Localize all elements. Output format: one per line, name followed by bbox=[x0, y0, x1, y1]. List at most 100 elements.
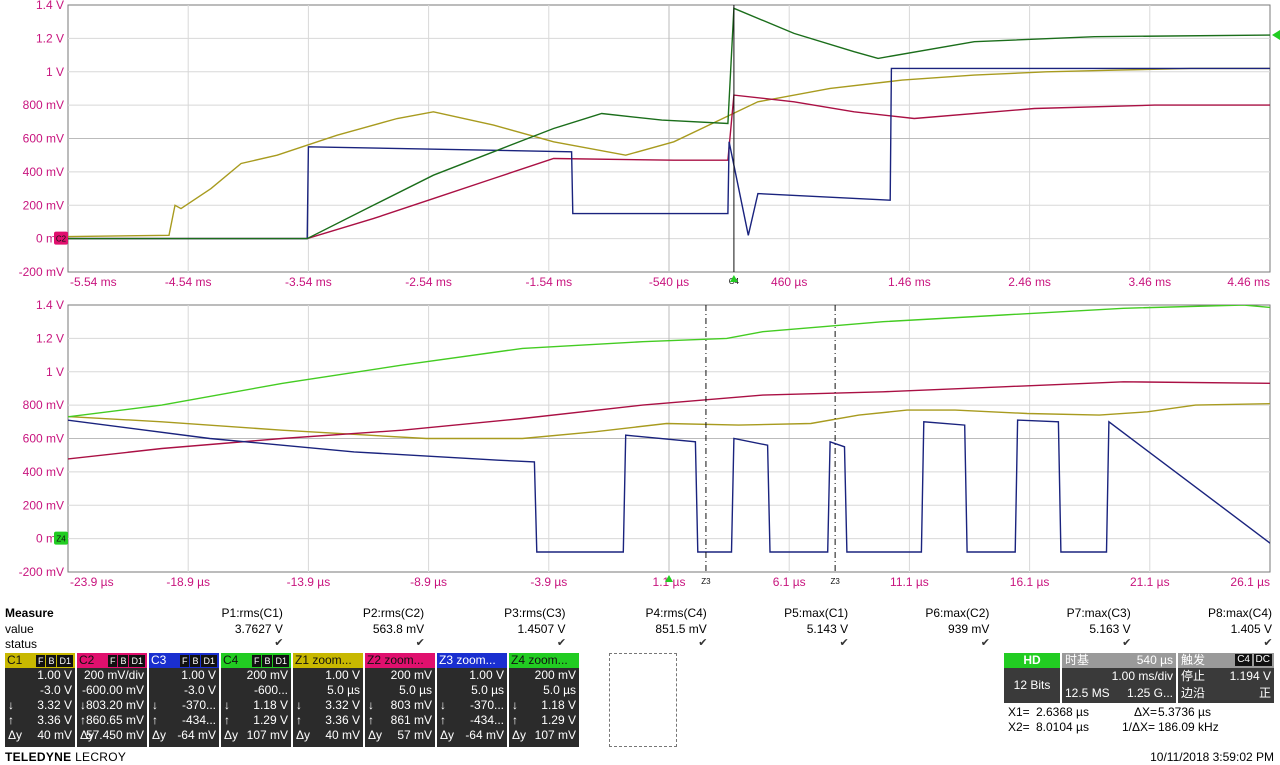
arrow-up-icon: ↑ bbox=[152, 713, 158, 727]
x-tick-label: -3.9 µs bbox=[530, 575, 567, 589]
channel-descriptor-c3[interactable]: C3 F B D1 1.00 V -3.0 V ↓ -370... ↑ -434... Δy -64 … bbox=[149, 653, 219, 747]
timebase-box[interactable]: 时基 540 µs 1.00 ms/div 12.5 MS 1.25 G... bbox=[1062, 653, 1176, 703]
channel-descriptor-c4[interactable]: C4 F B D1 200 mV -600... ↓ 1.18 V ↑ 1.29 V Δy 107 m… bbox=[221, 653, 291, 747]
measure-param-name[interactable]: P4:rms(C4) bbox=[645, 606, 707, 620]
timebase-label: 时基 bbox=[1065, 653, 1090, 667]
trigger-mode: 停止 bbox=[1181, 669, 1206, 683]
measure-param-name[interactable]: P5:max(C1) bbox=[784, 606, 849, 620]
x-tick-label: -23.9 µs bbox=[70, 575, 114, 589]
trigger-level: 1.194 V bbox=[1229, 669, 1271, 683]
x-tick-label: -3.54 ms bbox=[285, 275, 332, 289]
descriptor-cursor-down: 3.32 V bbox=[325, 698, 360, 712]
delta-y-label: Δy bbox=[296, 728, 311, 742]
x-tick-label: 460 µs bbox=[771, 275, 807, 289]
measure-param-name[interactable]: P7:max(C3) bbox=[1066, 606, 1131, 620]
measure-table: Measure value status P1:rms(C1) 3.7627 V ✔… bbox=[0, 605, 1280, 653]
brand-logo: TELEDYNE LECROY bbox=[5, 750, 126, 764]
descriptor-cursor-up: 861 mV bbox=[390, 713, 432, 727]
y-tick-label: 200 mV bbox=[23, 198, 64, 212]
descriptor-delta-y: 40 mV bbox=[325, 728, 360, 742]
channel-descriptor-z3[interactable]: Z3 zoom... 1.00 V 5.0 µs ↓ -370... ↑ -434... Δy… bbox=[437, 653, 507, 747]
channel-descriptor-z4[interactable]: Z4 zoom... 200 mV 5.0 µs ↓ 1.18 V ↑ 1.29 V Δy 10… bbox=[509, 653, 579, 747]
brand-light: LECROY bbox=[75, 750, 127, 764]
empty-descriptor-slot[interactable] bbox=[609, 653, 677, 747]
channel-descriptor-z1[interactable]: Z1 zoom... 1.00 V 5.0 µs ↓ 3.32 V ↑ 3.36 V Δy 40… bbox=[293, 653, 363, 747]
x-tick-label: -8.9 µs bbox=[410, 575, 447, 589]
descriptor-scale: 200 mV/div bbox=[83, 668, 144, 682]
footer: TELEDYNE LECROY 10/11/2018 3:59:02 PM bbox=[0, 749, 1280, 765]
descriptor-title: Z3 zoom... bbox=[439, 653, 496, 667]
trigger-box[interactable]: 触发 C4 DC 停止 1.194 V 边沿 正 bbox=[1178, 653, 1274, 703]
timestamp: 10/11/2018 3:59:02 PM bbox=[1150, 750, 1274, 764]
measure-param-value: 1.4507 V bbox=[517, 622, 566, 636]
descriptor-offset: 5.0 µs bbox=[543, 683, 576, 697]
delta-y-label: Δy bbox=[368, 728, 383, 742]
status-check-icon: ✔ bbox=[415, 637, 425, 649]
descriptor-offset: -600.00 mV bbox=[81, 683, 144, 697]
descriptor-offset: -600... bbox=[253, 683, 288, 697]
x-tick-label: 3.46 ms bbox=[1128, 275, 1171, 289]
arrow-up-icon: ↑ bbox=[512, 713, 518, 727]
delta-y-label: Δy bbox=[440, 728, 455, 742]
descriptor-flag: B bbox=[262, 655, 273, 667]
timebase-delay: 540 µs bbox=[1136, 653, 1173, 667]
series-line-C2 bbox=[68, 94, 1270, 240]
x-tick-label: 26.1 µs bbox=[1230, 575, 1270, 589]
arrow-up-icon: ↑ bbox=[80, 713, 86, 727]
y-tick-label: 200 mV bbox=[23, 498, 64, 512]
y-tick-label: 400 mV bbox=[23, 465, 64, 479]
trigger-type: 边沿 bbox=[1181, 686, 1206, 700]
measure-param-name[interactable]: P6:max(C2) bbox=[925, 606, 990, 620]
x-tick-label: 16.1 µs bbox=[1010, 575, 1050, 589]
descriptor-cursor-down: 3.32 V bbox=[37, 698, 72, 712]
status-check-icon: ✔ bbox=[274, 637, 284, 649]
ground-marker-label: Z4 bbox=[56, 535, 66, 544]
trigger-channel: C4 bbox=[1235, 654, 1252, 666]
measure-param-value: 939 mV bbox=[948, 622, 990, 636]
descriptor-title: C2 bbox=[79, 653, 95, 667]
arrow-up-icon: ↑ bbox=[224, 713, 230, 727]
measure-param-name[interactable]: P3:rms(C3) bbox=[504, 606, 566, 620]
ground-marker-box[interactable] bbox=[54, 231, 68, 245]
descriptor-flag: D1 bbox=[201, 655, 217, 667]
y-tick-label: 1.4 V bbox=[36, 298, 64, 312]
trigger-position-marker bbox=[729, 275, 738, 282]
descriptor-scale: 200 mV bbox=[534, 668, 576, 682]
channel-descriptor-z2[interactable]: Z2 zoom... 200 mV 5.0 µs ↓ 803 mV ↑ 861 mV Δy 57… bbox=[365, 653, 435, 747]
acquisition-mode-box[interactable]: HD 12 Bits bbox=[1004, 653, 1060, 703]
measure-param-name[interactable]: P1:rms(C1) bbox=[221, 606, 283, 620]
descriptor-scale: 1.00 V bbox=[325, 668, 360, 682]
inv-dx-value: 186.09 kHz bbox=[1158, 720, 1219, 734]
channel-descriptor-c1[interactable]: C1 F B D1 1.00 V -3.0 V ↓ 3.32 V ↑ 3.36 V Δy 40 mV bbox=[5, 653, 75, 747]
descriptor-offset: 5.0 µs bbox=[471, 683, 504, 697]
descriptor-title: Z4 zoom... bbox=[511, 653, 568, 667]
x2-value: 8.0104 µs bbox=[1036, 720, 1089, 734]
x-tick-label: -13.9 µs bbox=[287, 575, 331, 589]
x-tick-label: -18.9 µs bbox=[166, 575, 210, 589]
descriptor-offset: -3.0 V bbox=[183, 683, 216, 697]
channel-descriptor-c2[interactable]: C2 F B D1 200 mV/div -600.00 mV ↓ 803.20 mV ↑ 860… bbox=[77, 653, 147, 747]
descriptor-title: Z2 zoom... bbox=[367, 653, 424, 667]
trigger-slope: 正 bbox=[1258, 686, 1271, 700]
descriptor-cursor-up: 1.29 V bbox=[541, 713, 576, 727]
arrow-up-icon: ↑ bbox=[368, 713, 374, 727]
descriptor-flag: D1 bbox=[273, 655, 289, 667]
status-check-icon: ✔ bbox=[839, 637, 849, 649]
status-check-icon: ✔ bbox=[980, 637, 990, 649]
descriptor-cursor-up: 3.36 V bbox=[325, 713, 360, 727]
measure-param-name[interactable]: P8:max(C4) bbox=[1207, 606, 1272, 620]
measure-param-name[interactable]: P2:rms(C2) bbox=[362, 606, 425, 620]
ground-marker-box[interactable] bbox=[54, 531, 68, 545]
y-tick-label: 400 mV bbox=[23, 165, 64, 179]
measure-param-value: 851.5 mV bbox=[655, 622, 707, 636]
x-tick-label: 2.46 ms bbox=[1008, 275, 1051, 289]
arrow-down-icon: ↓ bbox=[80, 698, 86, 712]
x-tick-label: 1.46 ms bbox=[888, 275, 931, 289]
x-tick-label: 11.1 µs bbox=[890, 575, 929, 589]
measure-param-value: 5.143 V bbox=[806, 622, 849, 636]
delta-y-label: Δy bbox=[80, 728, 95, 742]
series-line-Z3 bbox=[68, 419, 1270, 553]
descriptor-offset: 5.0 µs bbox=[327, 683, 360, 697]
descriptor-flag: F bbox=[179, 655, 190, 667]
descriptor-scale: 1.00 V bbox=[37, 668, 72, 682]
